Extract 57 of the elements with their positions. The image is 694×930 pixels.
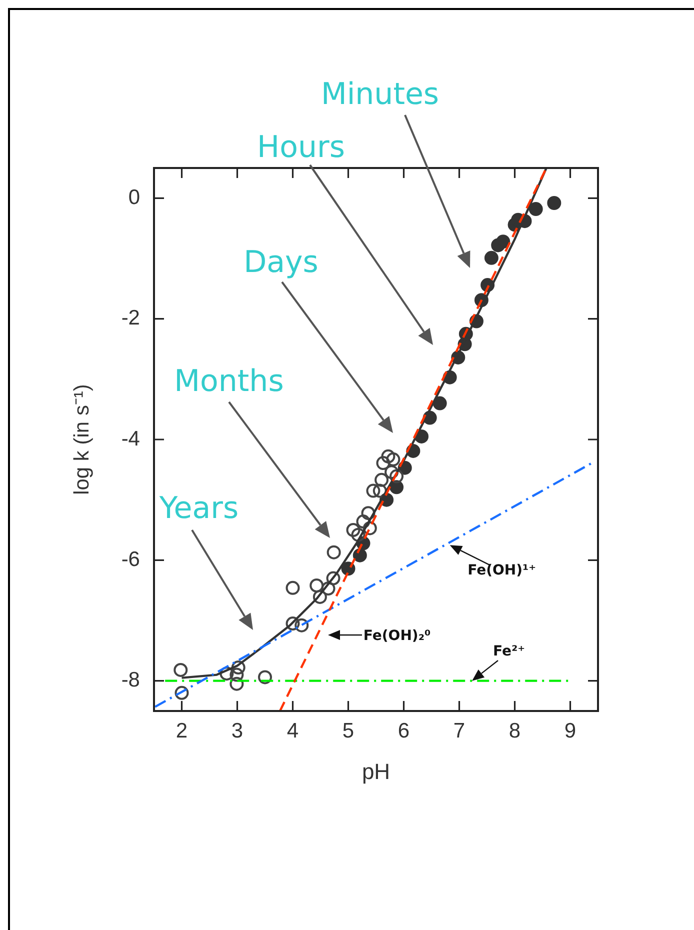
point: [384, 465, 399, 480]
x-tick-label: 8: [508, 719, 521, 742]
x-tick-label: 9: [564, 719, 576, 742]
point: [390, 469, 404, 484]
y-tick-label: -2: [121, 306, 140, 330]
y-tick-label: 0: [128, 186, 140, 209]
point: [361, 506, 376, 520]
point: [230, 668, 244, 682]
point: [351, 528, 366, 542]
point: [528, 202, 543, 216]
annotation: Days: [244, 245, 318, 280]
annotation: Years: [159, 491, 239, 526]
x-tick-label: 4: [286, 719, 299, 742]
point: [432, 396, 447, 410]
point: [496, 234, 510, 249]
y-tick-label: -8: [121, 668, 140, 692]
annotation: Fe(OH)₂⁰: [363, 628, 431, 644]
point: [484, 250, 498, 265]
point: [356, 514, 370, 529]
x-tick-label: 2: [176, 719, 188, 742]
point: [366, 484, 380, 498]
x-tick-label: 7: [453, 719, 466, 742]
point: [310, 578, 324, 593]
point: [312, 590, 327, 604]
point: [547, 196, 562, 210]
y-tick-label: -6: [121, 548, 140, 571]
y-tick-label: -4: [121, 427, 140, 450]
text: Hours: [257, 130, 345, 165]
text: Minutes: [320, 77, 440, 112]
point: [230, 676, 244, 691]
point: [294, 618, 309, 632]
point: [346, 523, 360, 537]
x-axis-title: pH: [362, 758, 390, 784]
y-axis-title: log k (in s⁻¹): [70, 384, 94, 495]
point: [321, 582, 336, 596]
point: [381, 449, 396, 464]
point: [220, 666, 234, 681]
point: [326, 545, 341, 560]
point: [386, 452, 400, 466]
point: [374, 472, 389, 487]
point: [362, 521, 377, 536]
x-tick-label: 3: [231, 719, 244, 742]
point: [372, 484, 387, 498]
point: [352, 548, 367, 562]
x-tick-label: 5: [342, 719, 354, 742]
point: [326, 571, 340, 586]
annotation: Fe²⁺: [493, 643, 526, 660]
x-tick-label: 6: [398, 719, 410, 742]
point: [376, 456, 390, 470]
point: [286, 616, 300, 631]
point: [286, 580, 300, 595]
point: [231, 660, 246, 675]
point: [174, 686, 189, 700]
point: [258, 670, 272, 684]
annotation: Fe(OH)¹⁺: [468, 562, 536, 579]
annotation: Months: [174, 364, 284, 399]
point: [174, 662, 188, 677]
